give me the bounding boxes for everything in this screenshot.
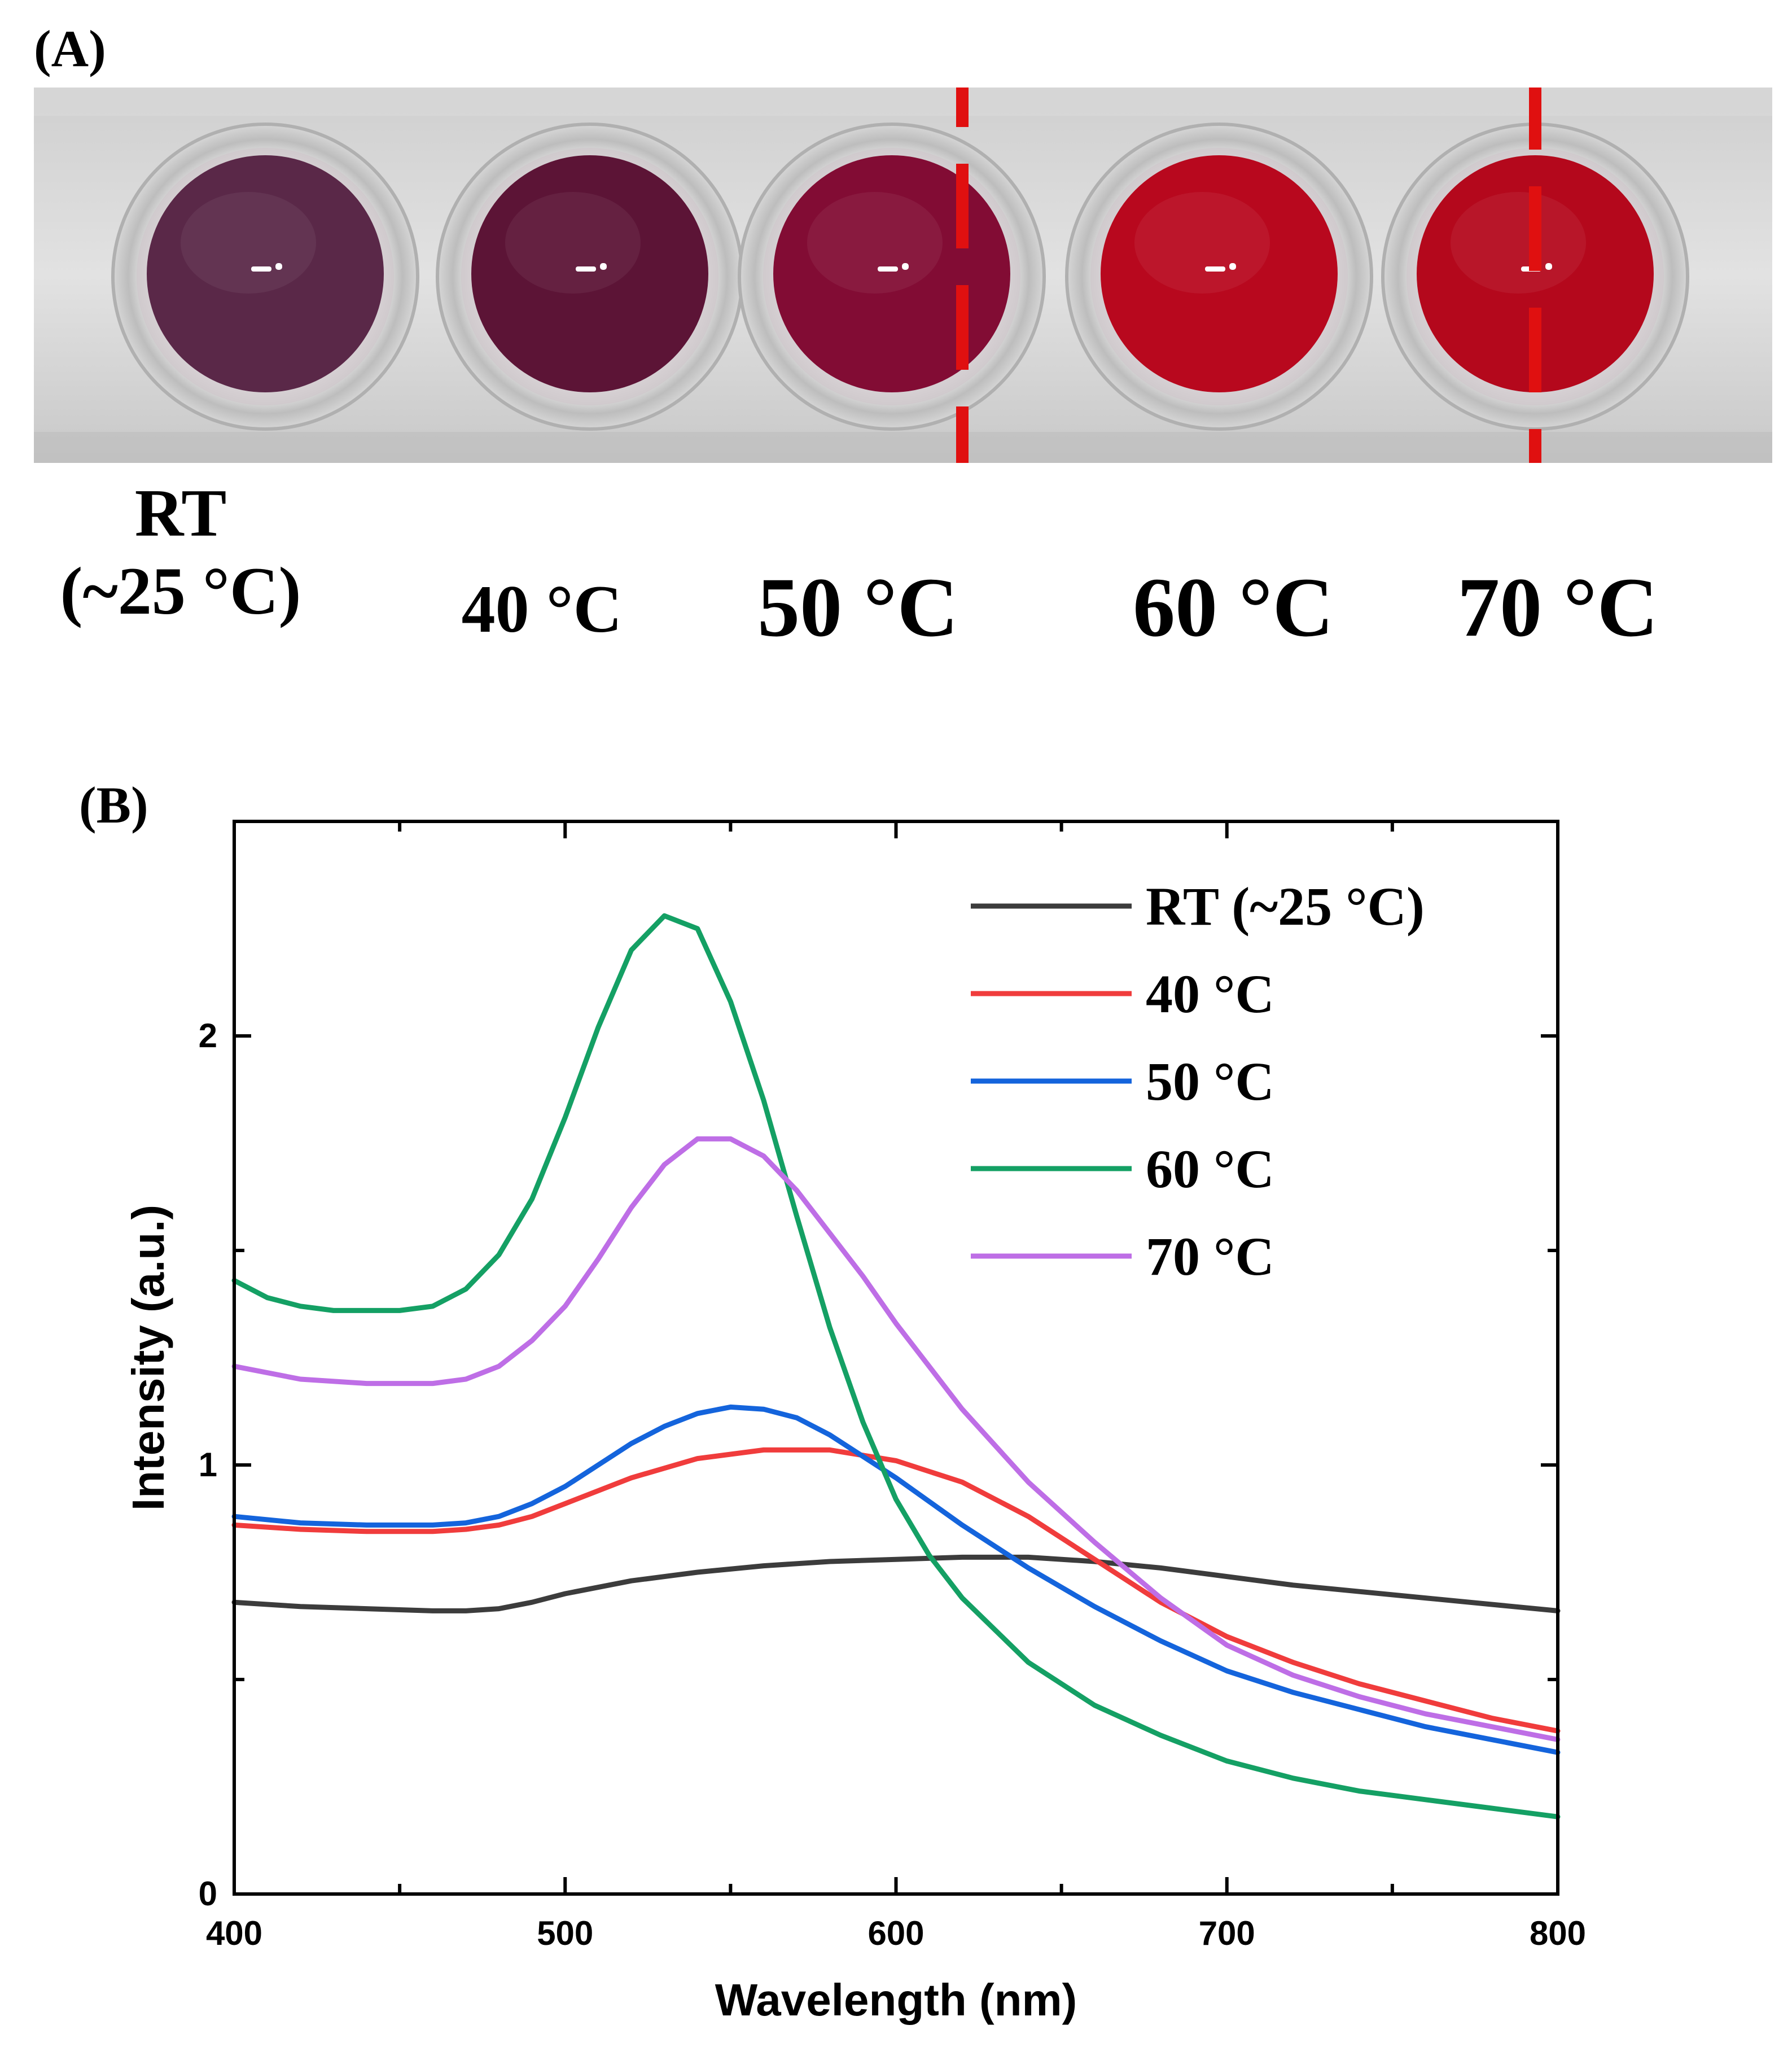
well-1 — [111, 123, 419, 431]
well-liquid — [147, 155, 384, 392]
well-label-line1: RT — [134, 475, 227, 550]
x-tick-label: 800 — [1530, 1914, 1586, 1952]
x-tick-label: 700 — [1199, 1914, 1255, 1952]
legend-label-4: 60 °C — [1146, 1139, 1274, 1199]
x-tick-label: 600 — [867, 1914, 924, 1952]
well-label-line2: (~25 °C) — [60, 553, 301, 628]
well-label-5: 70 °C — [1457, 561, 1658, 654]
y-tick-label: 1 — [199, 1446, 217, 1484]
spectra-chart: 400 500 600 700 800 0 1 2 RT (~25 °C) 40 °C 50 °C… — [123, 820, 1586, 2025]
series-line-2 — [231, 1447, 1561, 1734]
well-2 — [436, 123, 744, 431]
well-5 — [1381, 123, 1689, 431]
y-tick-label: 0 — [199, 1875, 217, 1913]
legend-label-3: 50 °C — [1146, 1051, 1274, 1112]
y-axis-title: Intensity (a.u.) — [123, 1205, 173, 1511]
series-line-1 — [231, 1554, 1561, 1613]
series-line-5 — [231, 1136, 1561, 1742]
panel-b-label: (B) — [79, 776, 148, 834]
series-line-4 — [231, 913, 1561, 1820]
well-4 — [1065, 123, 1373, 431]
legend-label-2: 40 °C — [1146, 964, 1274, 1024]
x-axis-title: Wavelength (nm) — [715, 1975, 1077, 2025]
legend: RT (~25 °C) 40 °C 50 °C 60 °C 70 °C — [971, 876, 1425, 1287]
highlight-box — [956, 88, 1541, 463]
wells-group — [111, 123, 1689, 431]
reflection-highlight — [878, 266, 898, 272]
panel-a-label: (A) — [34, 20, 106, 77]
reflection-highlight — [1205, 266, 1225, 272]
reflection-highlight — [251, 266, 271, 272]
well-plate-photo — [34, 88, 1772, 463]
x-tick-label: 400 — [206, 1914, 262, 1952]
axis-ticks: 400 500 600 700 800 0 1 2 — [199, 820, 1586, 1952]
x-tick-label: 500 — [537, 1914, 593, 1952]
well-label-3: 50 °C — [757, 561, 958, 654]
reflection-highlight — [576, 266, 596, 272]
plot-lines — [231, 913, 1561, 1820]
well-label-1: RT (~25 °C) — [0, 474, 378, 630]
well-label-2: 40 °C — [461, 571, 623, 646]
well-liquid — [773, 155, 1010, 392]
y-tick-label: 2 — [199, 1017, 217, 1055]
well-liquid — [471, 155, 708, 392]
legend-label-5: 70 °C — [1146, 1226, 1274, 1287]
legend-label-1: RT (~25 °C) — [1146, 876, 1425, 937]
well-liquid — [1417, 155, 1654, 392]
series-line-3 — [231, 1404, 1561, 1755]
well-3 — [738, 123, 1046, 431]
well-label-4: 60 °C — [1133, 561, 1334, 654]
plot-frame — [233, 820, 1559, 1896]
well-liquid — [1101, 155, 1338, 392]
